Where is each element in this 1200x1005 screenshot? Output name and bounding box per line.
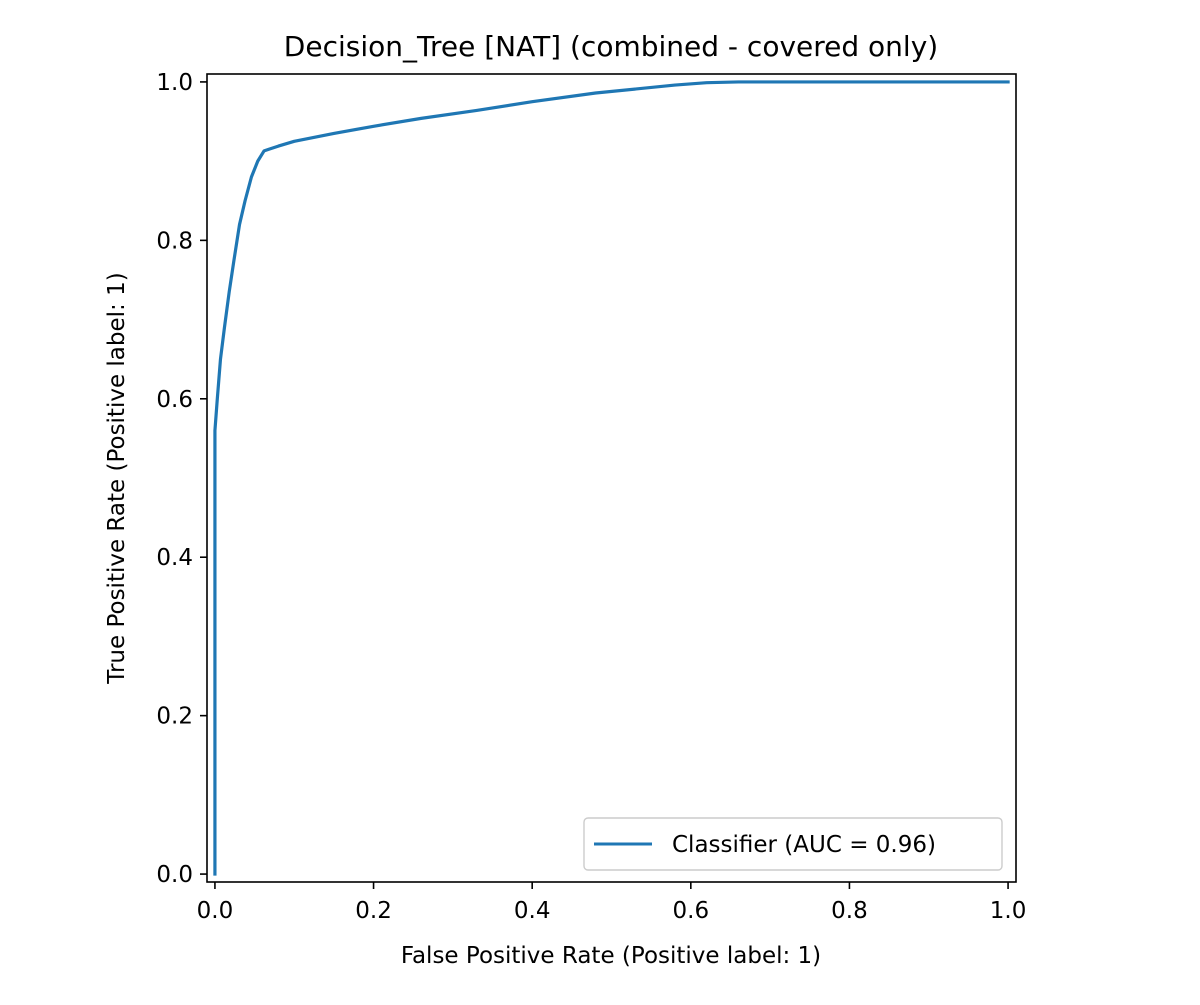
- y-tick-label: 1.0: [156, 70, 193, 96]
- x-tick-label: 0.8: [831, 898, 868, 924]
- roc-curve-line: [213, 80, 1010, 876]
- x-tick-label: 0.6: [673, 898, 710, 924]
- plot-area: [213, 80, 1010, 876]
- y-axis-label: True Positive Rate (Positive label: 1): [104, 272, 130, 684]
- x-axis-ticks: 0.0 0.2 0.4 0.6 0.8 1.0: [197, 882, 1027, 924]
- y-tick-label: 0.0: [156, 862, 193, 888]
- legend-box: [583, 817, 1003, 871]
- legend-entry-label: Classifier (AUC = 0.96): [672, 832, 936, 858]
- x-tick-label: 0.4: [514, 898, 551, 924]
- x-axis-label: False Positive Rate (Positive label: 1): [401, 943, 821, 969]
- axes-frame: [206, 73, 1017, 883]
- y-tick-label: 0.2: [156, 704, 193, 730]
- x-tick-label: 0.0: [197, 898, 234, 924]
- x-tick-label: 0.2: [355, 898, 392, 924]
- y-tick-label: 0.4: [156, 545, 193, 571]
- legend: Classifier (AUC = 0.96): [583, 817, 1003, 871]
- y-axis-ticks: 0.0 0.2 0.4 0.6 0.8 1.0: [156, 70, 207, 888]
- x-tick-label: 1.0: [990, 898, 1027, 924]
- chart-title: Decision_Tree [NAT] (combined - covered …: [284, 30, 938, 63]
- y-tick-label: 0.6: [156, 387, 193, 413]
- y-tick-label: 0.8: [156, 228, 193, 254]
